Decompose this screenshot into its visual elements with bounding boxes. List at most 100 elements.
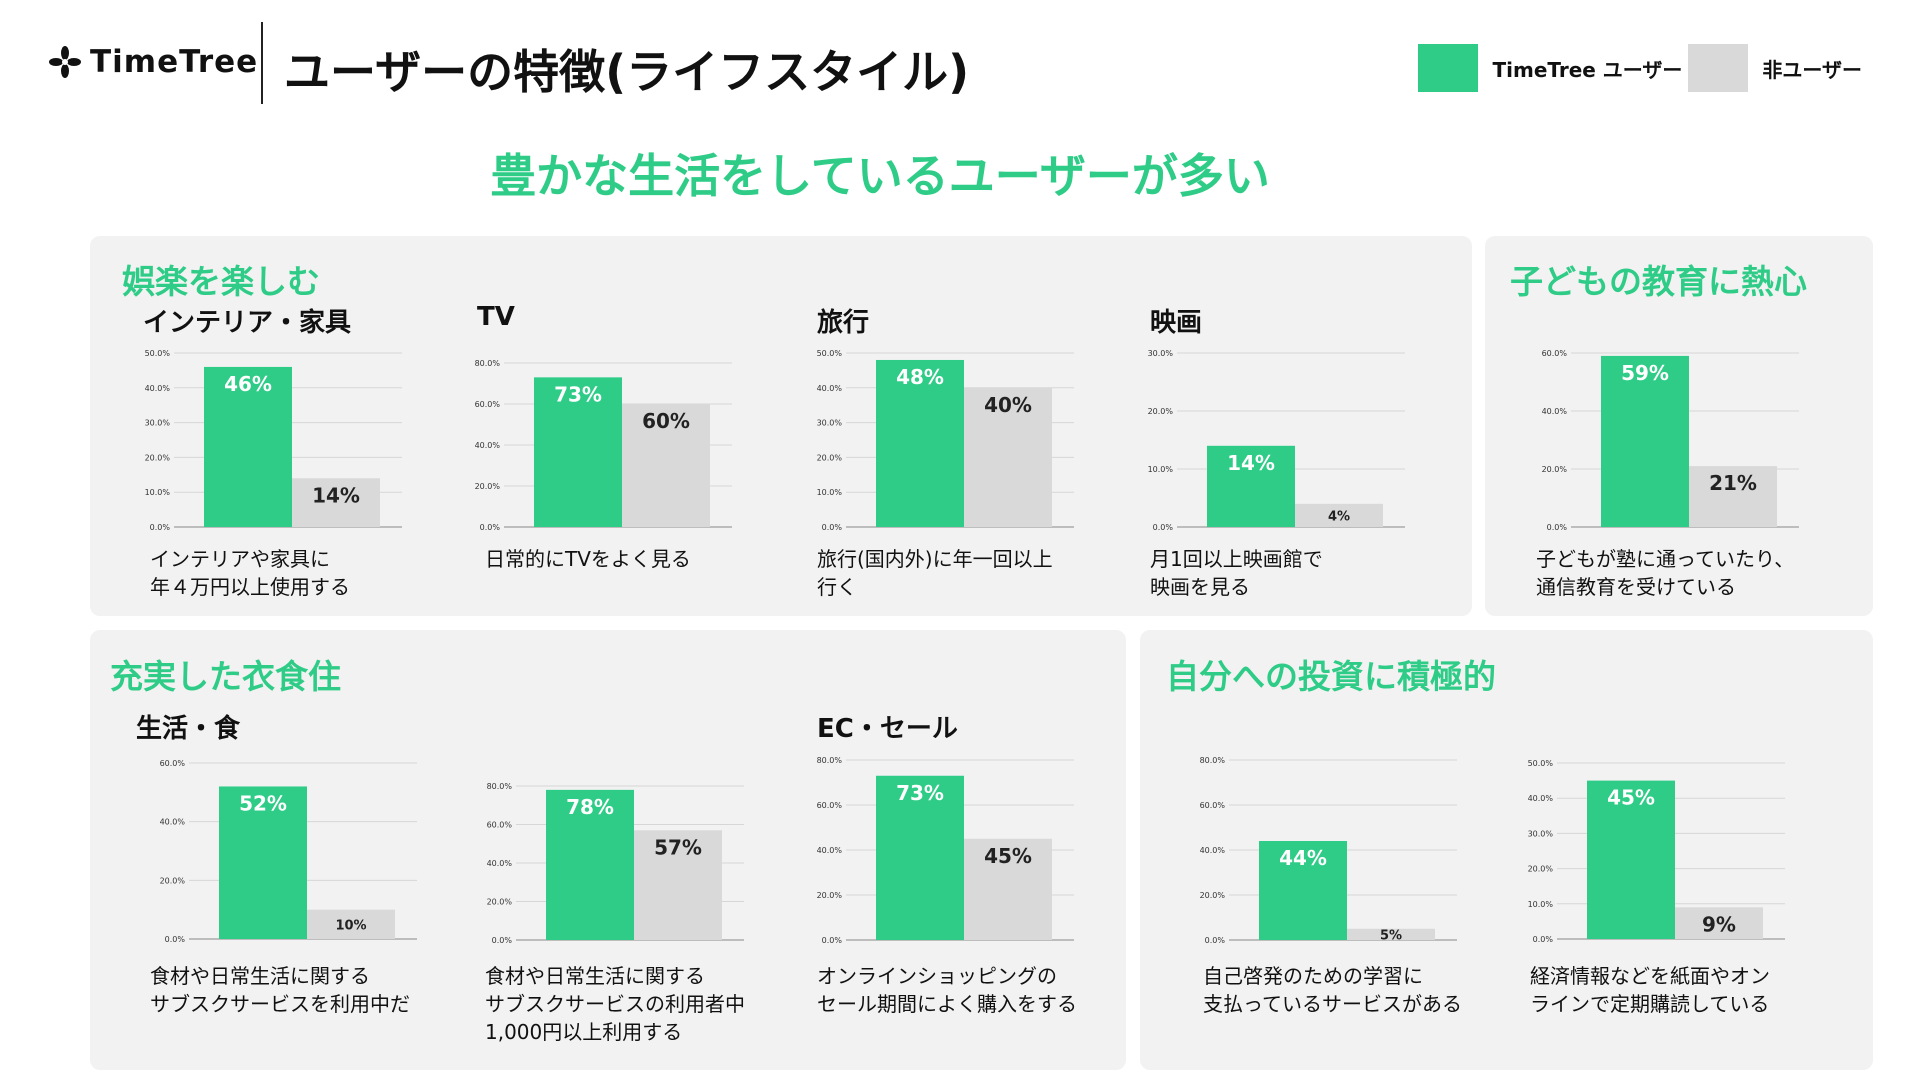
page-title: ユーザーの特徴(ライフスタイル) <box>284 45 970 99</box>
y-tick-label: 60.0% <box>1542 349 1568 358</box>
y-tick-label: 40.0% <box>1542 407 1568 416</box>
bar-chart-education: 0.0% 20.0% 40.0% 60.0% 59% 21% <box>1542 349 1799 532</box>
y-tick-label: 20.0% <box>1528 865 1554 874</box>
bar-nonuser <box>307 909 395 939</box>
timetree-logo-icon <box>49 46 81 78</box>
data-label: 60% <box>642 409 690 433</box>
caption-line: 月1回以上映画館で <box>1150 547 1323 571</box>
y-tick-label: 30.0% <box>1528 829 1554 838</box>
caption-economic-news: 経済情報などを紙面やオン ラインで定期購読している <box>1530 962 1770 1018</box>
chart-title-tv: TV <box>477 302 515 332</box>
caption-interior: インテリアや家具に 年４万円以上使用する <box>150 545 350 601</box>
data-label: 4% <box>1328 509 1350 524</box>
y-tick-label: 60.0% <box>487 821 513 830</box>
y-tick-label: 80.0% <box>1200 756 1226 765</box>
y-tick-label: 0.0% <box>1533 935 1554 944</box>
caption-food-subscription: 食材や日常生活に関する サブスクサービスを利用中だ <box>150 962 410 1018</box>
y-tick-label: 40.0% <box>817 846 843 855</box>
caption-line: 映画を見る <box>1150 575 1250 599</box>
chart-title-food: 生活・食 <box>136 714 241 744</box>
caption-line: 年４万円以上使用する <box>150 575 350 599</box>
bar-nonuser <box>622 404 710 527</box>
caption-line: セール期間によく購入をする <box>817 992 1077 1016</box>
y-tick-label: 10.0% <box>145 488 171 497</box>
y-tick-label: 20.0% <box>487 898 513 907</box>
bar-nonuser <box>1689 466 1777 527</box>
caption-line: サブスクサービスを利用中だ <box>150 992 410 1016</box>
panel-title-investment: 自分への投資に積極的 <box>1166 657 1496 696</box>
y-tick-label: 0.0% <box>1205 936 1226 945</box>
caption-self-learning: 自己啓発のための学習に 支払っているサービスがある <box>1203 962 1462 1018</box>
caption-line: 通信教育を受けている <box>1536 575 1736 599</box>
data-label: 78% <box>566 795 614 819</box>
caption-line: 子どもが塾に通っていたり、 <box>1536 547 1795 571</box>
data-label: 14% <box>1227 451 1275 475</box>
caption-line: 支払っているサービスがある <box>1203 992 1462 1016</box>
legend-label-user: TimeTree ユーザー <box>1492 57 1683 82</box>
data-label: 40% <box>984 393 1032 417</box>
bar-user <box>546 789 634 940</box>
bar-nonuser <box>1675 907 1763 939</box>
y-tick-label: 20.0% <box>160 876 186 885</box>
legend-label-nonuser: 非ユーザー <box>1762 57 1862 82</box>
y-tick-label: 0.0% <box>492 936 513 945</box>
caption-line: 旅行(国内外)に年一回以上 <box>817 547 1053 571</box>
headline: 豊かな生活をしているユーザーが多い <box>490 149 1270 203</box>
y-tick-label: 0.0% <box>150 523 171 532</box>
y-tick-label: 60.0% <box>475 400 501 409</box>
bar-nonuser <box>964 838 1052 940</box>
bar-user <box>876 359 964 527</box>
legend-swatch-user <box>1418 44 1479 92</box>
y-tick-label: 20.0% <box>1542 465 1568 474</box>
data-label: 46% <box>224 372 272 396</box>
y-tick-label: 30.0% <box>1148 349 1174 358</box>
y-tick-label: 30.0% <box>817 419 843 428</box>
bar-chart-travel: 0.0% 10.0% 20.0% 30.0% 40.0% 50.0% 48% 40% <box>817 349 1074 532</box>
y-tick-label: 0.0% <box>822 523 843 532</box>
y-tick-label: 50.0% <box>817 349 843 358</box>
caption-line: サブスクサービスの利用者中 <box>485 992 745 1016</box>
y-tick-label: 40.0% <box>475 441 501 450</box>
y-tick-label: 60.0% <box>160 759 186 768</box>
y-tick-label: 20.0% <box>145 453 171 462</box>
y-tick-label: 50.0% <box>1528 759 1554 768</box>
caption-ec-sale: オンラインショッピングの セール期間によく購入をする <box>817 962 1077 1018</box>
bar-user <box>1259 841 1347 940</box>
bar-user <box>1207 445 1295 527</box>
data-label: 14% <box>312 483 360 507</box>
y-tick-label: 60.0% <box>817 801 843 810</box>
bar-chart-movie: 0.0% 10.0% 20.0% 30.0% 14% 4% <box>1148 349 1405 532</box>
panel-title-entertainment: 娯楽を楽しむ <box>122 262 320 301</box>
panel-entertainment <box>90 236 1472 616</box>
y-tick-label: 40.0% <box>1528 794 1554 803</box>
bar-chart-food-subscription: 0.0% 20.0% 40.0% 60.0% 52% 10% <box>160 759 417 944</box>
caption-line: オンラインショッピングの <box>817 964 1057 988</box>
data-label: 9% <box>1702 912 1736 936</box>
bar-nonuser <box>1347 928 1435 940</box>
caption-line: 食材や日常生活に関する <box>485 964 705 988</box>
y-tick-label: 0.0% <box>1547 523 1568 532</box>
bar-user <box>876 775 964 940</box>
y-tick-label: 80.0% <box>817 756 843 765</box>
chart-title-interior: インテリア・家具 <box>143 308 352 338</box>
caption-education: 子どもが塾に通っていたり、 通信教育を受けている <box>1536 545 1794 601</box>
bar-chart-interior: 0.0% 10.0% 20.0% 30.0% 40.0% 50.0% 46% 14% <box>145 349 402 532</box>
y-tick-label: 40.0% <box>1200 846 1226 855</box>
logo-text: TimeTree <box>90 44 259 80</box>
chart-title-ec: EC・セール <box>817 714 958 744</box>
caption-line: ラインで定期購読している <box>1530 992 1770 1016</box>
y-tick-label: 40.0% <box>817 384 843 393</box>
panel-title-living: 充実した衣食住 <box>110 657 341 696</box>
caption-travel: 旅行(国内外)に年一回以上 行く <box>817 545 1053 601</box>
logo: TimeTree <box>48 40 258 84</box>
chart-title-movie: 映画 <box>1150 308 1203 338</box>
data-label: 57% <box>654 835 702 859</box>
data-label: 21% <box>1709 471 1757 495</box>
header-divider <box>261 22 263 104</box>
bar-user <box>1601 355 1689 527</box>
data-label: 59% <box>1621 361 1669 385</box>
caption-tv: 日常的にTVをよく見る <box>485 545 691 573</box>
panel-title-education: 子どもの教育に熱心 <box>1510 262 1807 301</box>
caption-line: 行く <box>817 575 857 599</box>
bar-user <box>204 366 292 527</box>
